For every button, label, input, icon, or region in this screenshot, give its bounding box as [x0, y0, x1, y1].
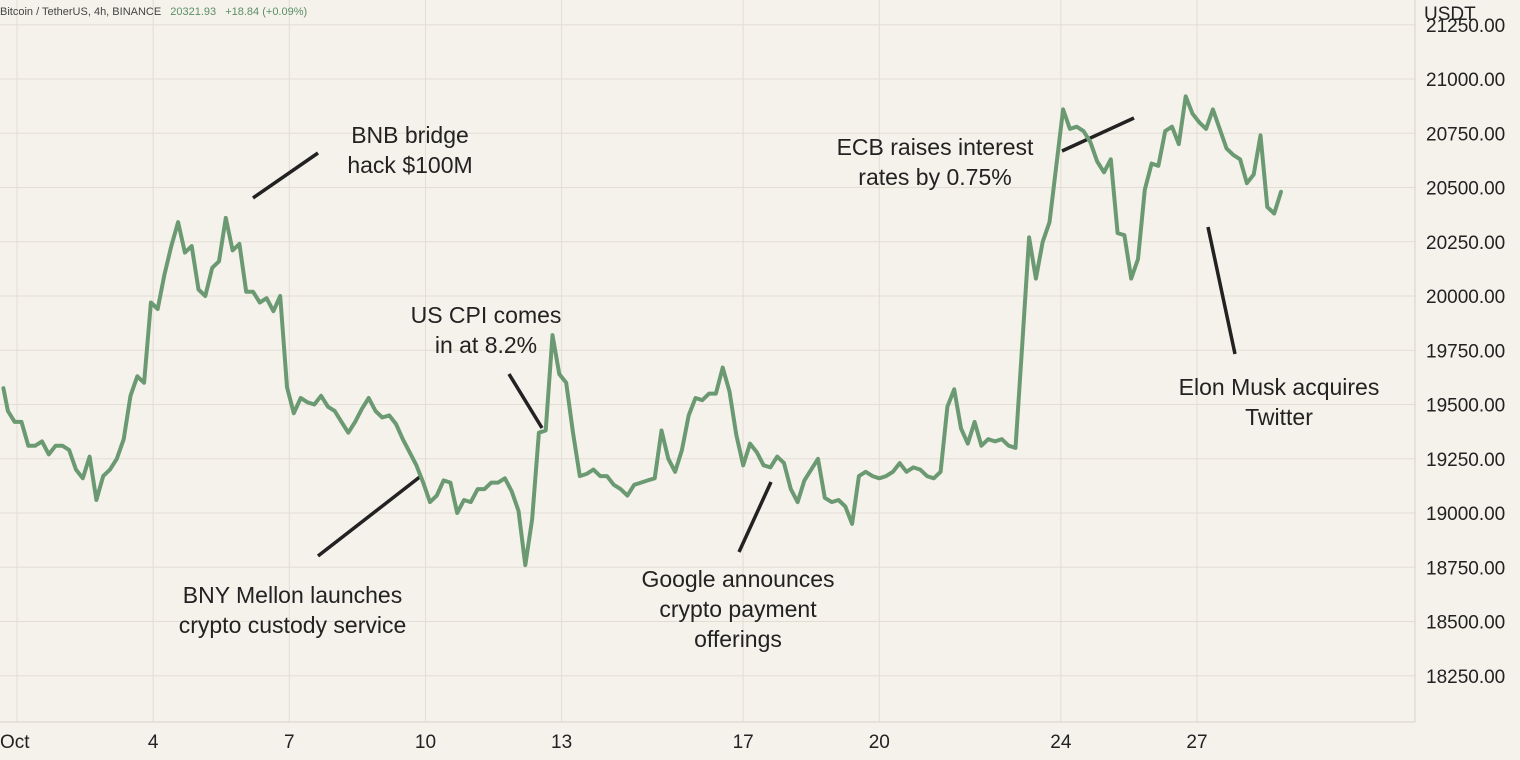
y-tick-label: 20250.00 — [1426, 233, 1505, 254]
y-tick-label: 20500.00 — [1426, 179, 1505, 200]
y-tick-label: 18250.00 — [1426, 667, 1505, 688]
y-tick-label: 20000.00 — [1426, 287, 1505, 308]
annotation-line-ecb — [1061, 116, 1135, 153]
annotation-leader-lines — [252, 116, 1237, 558]
x-axis: Oct 4 7 10 13 17 20 24 27 — [0, 721, 1415, 753]
y-tick-label: 19750.00 — [1426, 341, 1505, 362]
symbol-header: Bitcoin / TetherUS, 4h, BINANCE 20321.93… — [0, 6, 307, 18]
annotation-line-google — [737, 481, 773, 553]
y-axis-unit-label: USDT — [1424, 4, 1476, 25]
x-tick-label: 24 — [1050, 732, 1072, 753]
grid-lines — [0, 0, 1415, 722]
x-tick-label: 10 — [415, 732, 436, 753]
y-tick-label: 19500.00 — [1426, 396, 1505, 417]
annotation-line-musk — [1206, 226, 1237, 355]
annotation-cpi: US CPI comes in at 8.2% — [410, 302, 562, 358]
y-tick-label: 18500.00 — [1426, 613, 1505, 634]
x-tick-label: 4 — [148, 732, 159, 753]
annotation-line-bny — [316, 474, 423, 558]
y-tick-label: 20750.00 — [1426, 124, 1505, 145]
y-tick-label: 19250.00 — [1426, 450, 1505, 471]
y-axis: 21250.00 21000.00 20750.00 20500.00 20250.00… — [1414, 0, 1505, 722]
annotation-line-bnb — [252, 151, 319, 200]
x-tick-label: 20 — [869, 732, 890, 753]
last-price: 20321.93 — [170, 6, 217, 18]
symbol-name: Bitcoin / TetherUS, 4h, BINANCE — [0, 6, 162, 18]
x-tick-label: 13 — [551, 732, 572, 753]
price-change: +18.84 (+0.09%) — [225, 6, 308, 18]
annotation-google: Google announces crypto payment offering… — [641, 566, 835, 652]
x-tick-label: 27 — [1186, 732, 1207, 753]
x-tick-label: Oct — [0, 732, 30, 753]
y-tick-label: 21000.00 — [1426, 70, 1505, 91]
annotation-ecb: ECB raises interest rates by 0.75% — [836, 134, 1034, 190]
y-tick-label: 19000.00 — [1426, 504, 1505, 525]
x-tick-label: 7 — [284, 732, 295, 753]
annotation-bny: BNY Mellon launches crypto custody servi… — [178, 582, 407, 638]
x-tick-label: 17 — [733, 732, 754, 753]
y-tick-label: 18750.00 — [1426, 558, 1505, 579]
series-line-btc-usdt — [1, 94, 1283, 568]
y-tick-label: 21250.00 — [1426, 16, 1505, 37]
annotation-line-cpi — [507, 373, 544, 429]
annotation-bnb: BNB bridge hack $100M — [347, 122, 473, 178]
annotation-musk: Elon Musk acquires Twitter — [1178, 374, 1380, 430]
